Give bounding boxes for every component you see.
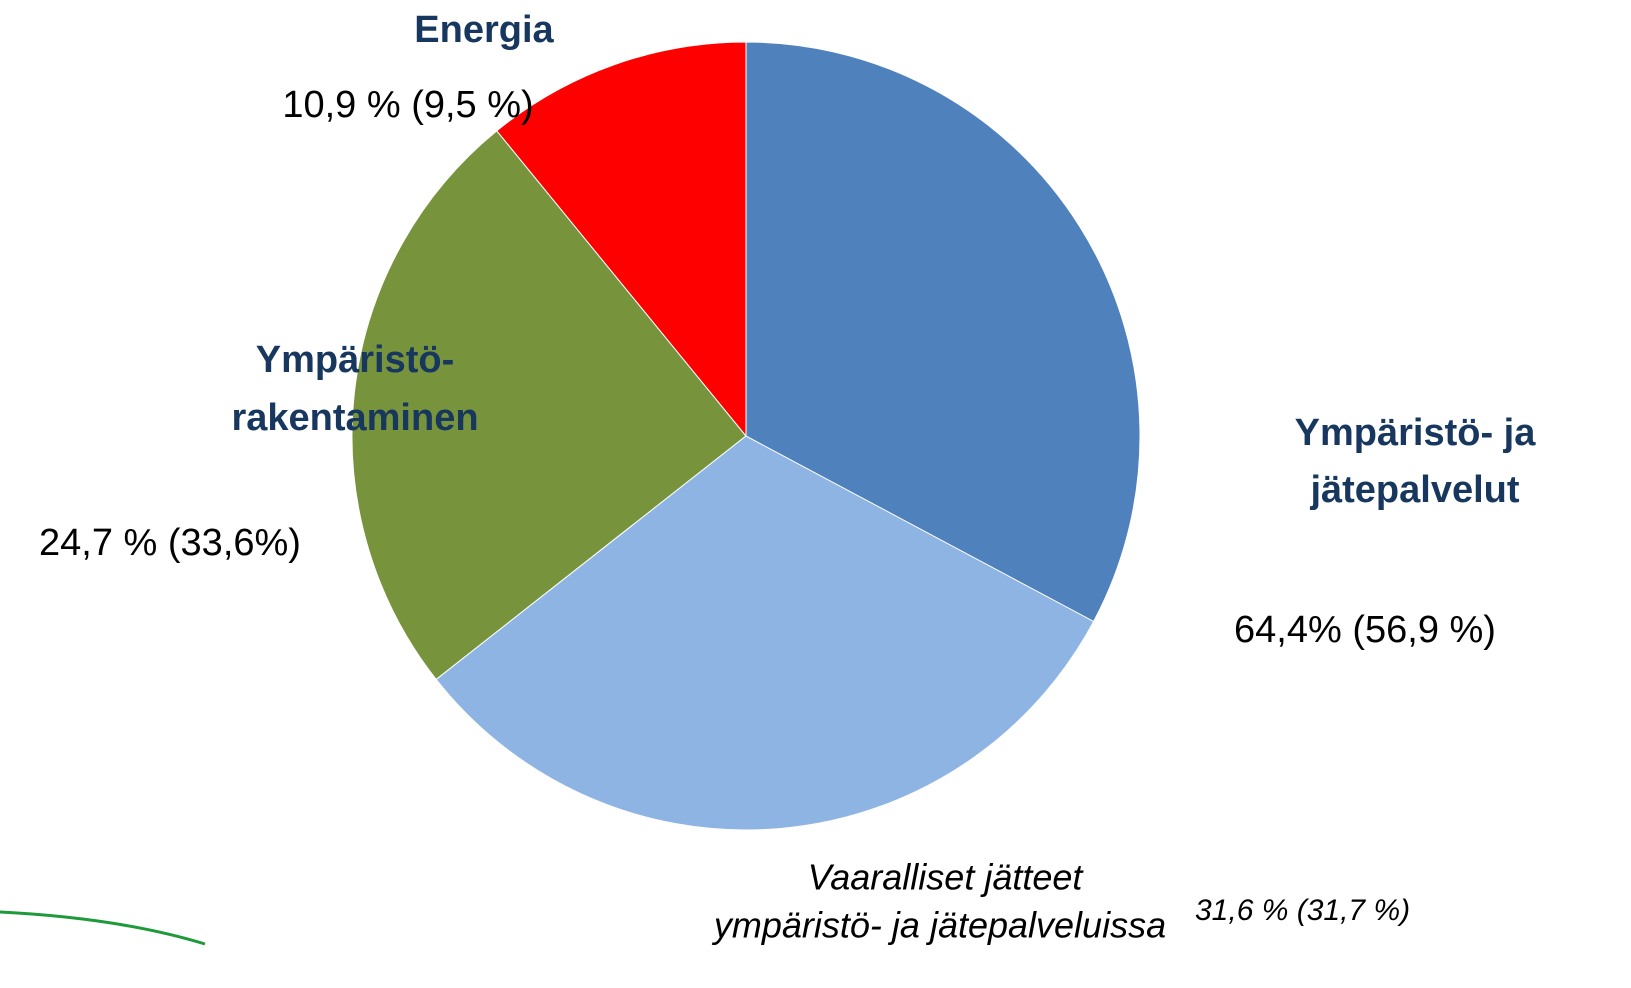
category-label: Energia	[414, 9, 554, 51]
pie	[351, 41, 1141, 831]
category-label: Ympäristö- ja	[1295, 412, 1537, 454]
value-label: 10,9 % (9,5 %)	[282, 84, 533, 126]
sub-slice	[435, 435, 1095, 831]
decor-curve	[0, 910, 206, 946]
category-label: Ympäristö-	[256, 339, 454, 381]
category-label: rakentaminen	[231, 397, 478, 439]
value-label: 24,7 % (33,6%)	[39, 522, 301, 564]
sub-value-label: 31,6 % (31,7 %)	[1195, 894, 1410, 927]
sub-label: ympäristö- ja jätepalveluissa	[711, 905, 1166, 946]
category-label: jätepalvelut	[1309, 469, 1519, 511]
sub-label: Vaaralliset jätteet	[808, 857, 1085, 898]
value-label: 64,4% (56,9 %)	[1234, 609, 1496, 651]
slice	[496, 41, 747, 438]
slice	[351, 130, 747, 681]
